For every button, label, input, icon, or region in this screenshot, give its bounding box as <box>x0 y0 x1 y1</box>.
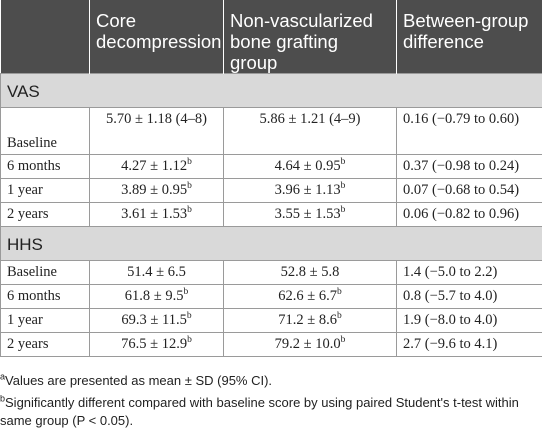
cell-core: 3.89 ± 0.95b <box>89 178 224 203</box>
header-cell-0 <box>0 0 90 74</box>
row-label: 1 year <box>0 308 90 333</box>
cell-core: 3.61 ± 1.53b <box>89 202 224 227</box>
row-label: 2 years <box>0 332 90 357</box>
cell-value: 3.55 ± 1.53 <box>274 206 341 222</box>
table-row: 1 year 69.3 ± 11.5b 71.2 ± 8.6b 1.9 (−8.… <box>0 308 542 333</box>
cell-value: 71.2 ± 8.6 <box>278 312 337 328</box>
cell-value: 3.89 ± 0.95 <box>121 182 188 198</box>
cell-graft: 62.6 ± 6.7b <box>223 284 397 309</box>
cell-value: 61.8 ± 9.5 <box>124 288 184 304</box>
cell-diff: 0.16 (−0.79 to 0.60) <box>396 107 542 155</box>
row-label: 6 months <box>0 154 90 179</box>
cell-value: 3.61 ± 1.53 <box>121 206 188 222</box>
superscript: b <box>186 311 192 322</box>
footnote-text: Values are presented as mean ± SD (95% C… <box>5 373 273 388</box>
cell-value: 52.8 ± 5.8 <box>280 264 340 280</box>
footnote-b: bSignificantly different compared with b… <box>0 394 536 430</box>
footnote-mark: b <box>0 393 6 404</box>
superscript: b <box>340 335 346 346</box>
cell-core: 61.8 ± 9.5b <box>89 284 224 309</box>
cell-graft: 52.8 ± 5.8 <box>223 260 397 285</box>
footnote-a: aValues are presented as mean ± SD (95% … <box>0 372 536 390</box>
row-label: 1 year <box>0 178 90 203</box>
superscript: b <box>183 287 189 298</box>
header-cell-difference: Between-group difference <box>396 0 542 74</box>
cell-value: 4.64 ± 0.95 <box>274 158 341 174</box>
cell-core: 51.4 ± 6.5 <box>89 260 224 285</box>
row-label: Baseline <box>0 260 90 285</box>
cell-graft: 3.55 ± 1.53b <box>223 202 397 227</box>
superscript: b <box>187 205 192 216</box>
cell-diff: 2.7 (−9.6 to 4.1) <box>396 332 542 357</box>
cell-diff: 1.9 (−8.0 to 4.0) <box>396 308 542 333</box>
cell-graft: 3.96 ± 1.13b <box>223 178 397 203</box>
cell-value: 69.3 ± 11.5 <box>121 312 187 328</box>
cell-graft: 79.2 ± 10.0b <box>223 332 397 357</box>
superscript: b <box>340 181 346 192</box>
cell-diff: 0.37 (−0.98 to 0.24) <box>396 154 542 179</box>
cell-diff: 0.06 (−0.82 to 0.96) <box>396 202 542 227</box>
cell-core: 4.27 ± 1.12b <box>89 154 224 179</box>
cell-value: 4.27 ± 1.12 <box>121 158 188 174</box>
table-row: 2 years 76.5 ± 12.9b 79.2 ± 10.0b 2.7 (−… <box>0 332 542 357</box>
superscript: b <box>336 311 342 322</box>
section-row-hhs: HHS <box>0 226 542 261</box>
superscript: b <box>187 335 192 346</box>
cell-core: 5.70 ± 1.18 (4–8) <box>89 107 224 155</box>
cell-diff: 1.4 (−5.0 to 2.2) <box>396 260 542 285</box>
superscript: b <box>336 287 342 298</box>
section-title: HHS <box>0 226 542 261</box>
cell-value: 5.70 ± 1.18 (4–8) <box>106 111 207 127</box>
cell-diff: 0.07 (−0.68 to 0.54) <box>396 178 542 203</box>
cell-value: 79.2 ± 10.0 <box>274 336 341 352</box>
table-row: 6 months 61.8 ± 9.5b 62.6 ± 6.7b 0.8 (−5… <box>0 284 542 309</box>
cell-core: 76.5 ± 12.9b <box>89 332 224 357</box>
results-table: Core decompression Non-vascularized bone… <box>0 0 542 357</box>
section-row-vas: VAS <box>0 73 542 108</box>
cell-graft: 71.2 ± 8.6b <box>223 308 397 333</box>
row-label: 6 months <box>0 284 90 309</box>
cell-value: 3.96 ± 1.13 <box>274 182 341 198</box>
table-row: 2 years 3.61 ± 1.53b 3.55 ± 1.53b 0.06 (… <box>0 202 542 227</box>
superscript: b <box>340 157 346 168</box>
cell-value: 76.5 ± 12.9 <box>121 336 188 352</box>
section-title: VAS <box>0 73 542 108</box>
table-row: 1 year 3.89 ± 0.95b 3.96 ± 1.13b 0.07 (−… <box>0 178 542 203</box>
cell-graft: 4.64 ± 0.95b <box>223 154 397 179</box>
cell-value: 5.86 ± 1.21 (4–9) <box>259 111 361 127</box>
header-row: Core decompression Non-vascularized bone… <box>0 0 542 74</box>
row-label: 2 years <box>0 202 90 227</box>
cell-graft: 5.86 ± 1.21 (4–9) <box>223 107 397 155</box>
footnote-text: Significantly different compared with ba… <box>0 395 519 428</box>
superscript: b <box>340 205 346 216</box>
table-row: 6 months 4.27 ± 1.12b 4.64 ± 0.95b 0.37 … <box>0 154 542 179</box>
cell-value: 62.6 ± 6.7 <box>278 288 337 304</box>
row-label: Baseline <box>0 107 90 155</box>
cell-diff: 0.8 (−5.7 to 4.0) <box>396 284 542 309</box>
cell-core: 69.3 ± 11.5b <box>89 308 224 333</box>
cell-value: 51.4 ± 6.5 <box>127 264 186 280</box>
footnote-mark: a <box>0 371 6 382</box>
header-cell-bone-grafting: Non-vascularized bone grafting group <box>223 0 397 74</box>
header-cell-core-decompression: Core decompression <box>89 0 224 74</box>
data-table-wrapper: Core decompression Non-vascularized bone… <box>0 0 542 357</box>
superscript: b <box>187 157 192 168</box>
table-row: Baseline 5.70 ± 1.18 (4–8) 5.86 ± 1.21 (… <box>0 107 542 155</box>
superscript: b <box>187 181 192 192</box>
table-row: Baseline 51.4 ± 6.5 52.8 ± 5.8 1.4 (−5.0… <box>0 260 542 285</box>
footnotes: aValues are presented as mean ± SD (95% … <box>0 372 536 434</box>
